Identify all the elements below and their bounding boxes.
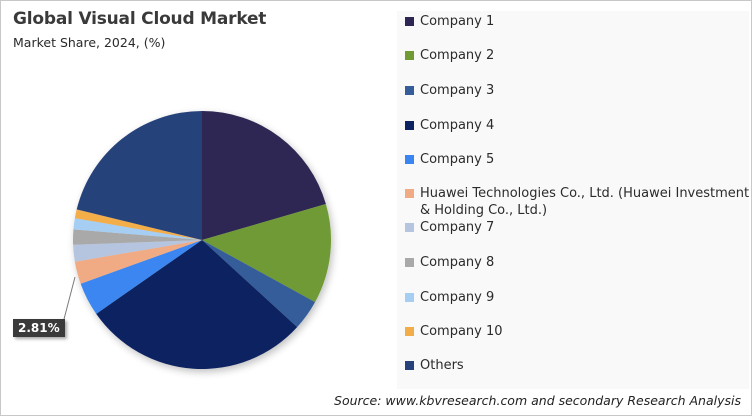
legend-item-company-1[interactable]: Company 1: [405, 13, 750, 30]
pie-slice[interactable]: [74, 209, 202, 240]
legend-swatch-icon: [405, 361, 414, 370]
pie-slice[interactable]: [73, 229, 202, 245]
pie-slice[interactable]: [202, 204, 332, 303]
pie-chart: [1, 91, 391, 391]
legend-item-company-4[interactable]: Company 4: [405, 117, 750, 134]
legend-swatch-icon: [405, 121, 414, 130]
legend-item-others[interactable]: Others: [405, 357, 750, 374]
pie-slice[interactable]: [80, 240, 202, 314]
legend-item-company-8[interactable]: Company 8: [405, 254, 750, 271]
chart-title: Global Visual Cloud Market: [13, 9, 267, 29]
legend-swatch-icon: [405, 51, 414, 60]
legend-swatch-icon: [405, 223, 414, 232]
chart-subtitle: Market Share, 2024, (%): [13, 35, 166, 50]
legend-swatch-icon: [405, 155, 414, 164]
legend-item-company-10[interactable]: Company 10: [405, 323, 750, 340]
legend-item-company-5[interactable]: Company 5: [405, 151, 750, 168]
legend-swatch-icon: [405, 293, 414, 302]
data-label-huawei: 2.81%: [13, 319, 65, 337]
legend-item-huawei[interactable]: Huawei Technologies Co., Ltd. (Huawei In…: [405, 185, 750, 219]
pie-slice[interactable]: [202, 111, 326, 240]
source-note: Source: www.kbvresearch.com and secondar…: [334, 393, 741, 408]
pie-svg: [62, 111, 332, 369]
legend-swatch-icon: [405, 327, 414, 336]
pie-slice[interactable]: [96, 240, 298, 369]
pie-slice[interactable]: [73, 218, 202, 240]
legend-item-company-3[interactable]: Company 3: [405, 82, 750, 99]
pie-slice[interactable]: [76, 111, 202, 240]
legend-swatch-icon: [405, 189, 414, 198]
legend-item-company-9[interactable]: Company 9: [405, 289, 750, 306]
legend-swatch-icon: [405, 258, 414, 267]
legend-swatch-icon: [405, 17, 414, 26]
legend-swatch-icon: [405, 86, 414, 95]
legend-item-company-2[interactable]: Company 2: [405, 47, 750, 64]
legend: Company 1 Company 2 Company 3 Company 4 …: [397, 11, 749, 389]
pie-slice[interactable]: [74, 240, 202, 284]
pie-slice[interactable]: [73, 240, 202, 262]
legend-item-company-7[interactable]: Company 7: [405, 219, 750, 236]
callout-leader-line: [62, 276, 76, 324]
pie-slice[interactable]: [202, 240, 316, 328]
